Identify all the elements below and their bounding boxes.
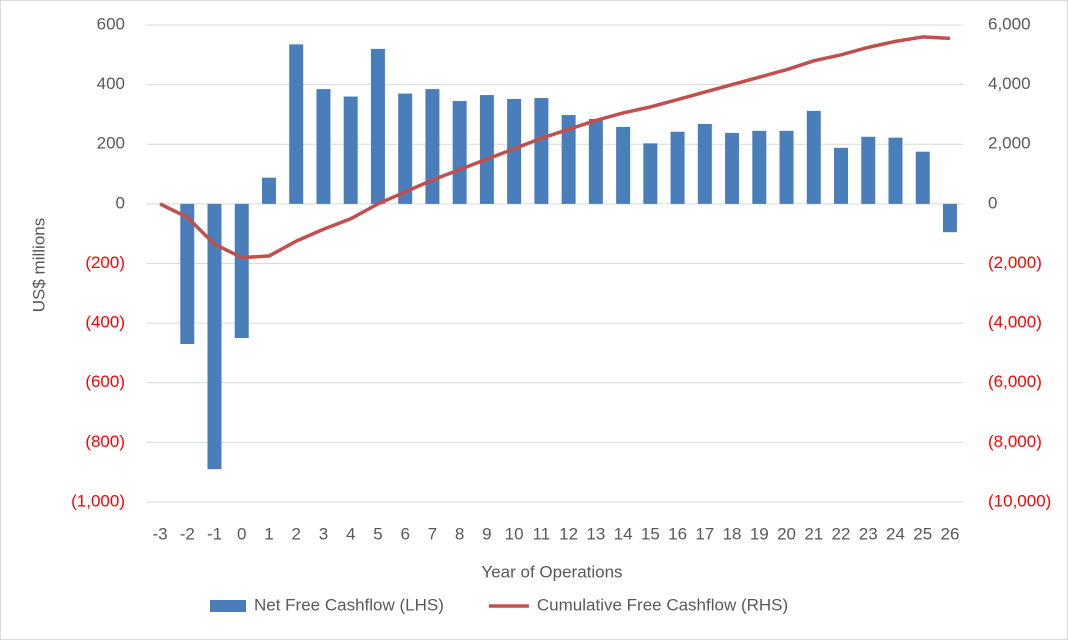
x-tick-label: 1 <box>264 524 273 543</box>
legend-swatch <box>210 600 246 612</box>
y2-tick-label: 2,000 <box>988 134 1031 153</box>
x-tick-label: 9 <box>482 524 491 543</box>
x-axis-title: Year of Operations <box>481 562 622 581</box>
bar <box>289 44 304 204</box>
bar <box>697 123 712 204</box>
bar <box>915 151 930 204</box>
bar <box>425 89 440 204</box>
y-axis-title: US$ millions <box>29 218 48 312</box>
bar <box>643 143 658 204</box>
x-tick-label: 25 <box>913 524 932 543</box>
bar <box>779 130 794 204</box>
x-tick-label: 6 <box>400 524 409 543</box>
bar <box>670 131 685 204</box>
x-tick-label: 18 <box>723 524 742 543</box>
bar <box>180 203 195 344</box>
x-tick-label: 19 <box>750 524 769 543</box>
y-tick-label: (1,000) <box>71 491 125 510</box>
bar <box>888 137 903 204</box>
x-tick-label: -3 <box>152 524 167 543</box>
bar <box>534 98 549 204</box>
bar <box>316 89 331 204</box>
x-tick-label: 2 <box>291 524 300 543</box>
bar <box>725 132 740 204</box>
bar <box>752 130 767 204</box>
legend-label: Cumulative Free Cashflow (RHS) <box>537 595 788 614</box>
x-tick-label: 5 <box>373 524 382 543</box>
bar <box>806 110 821 204</box>
y2-tick-label: (4,000) <box>988 313 1042 332</box>
x-tick-label: 26 <box>941 524 960 543</box>
x-tick-label: 24 <box>886 524 905 543</box>
bar <box>588 118 603 204</box>
x-tick-label: 3 <box>319 524 328 543</box>
x-tick-label: 8 <box>455 524 464 543</box>
bar <box>942 203 957 233</box>
bar <box>261 177 276 204</box>
bar <box>370 48 385 204</box>
bar <box>561 115 576 204</box>
x-tick-label: 14 <box>614 524 633 543</box>
line <box>159 35 951 260</box>
y2-tick-label: 0 <box>988 193 997 212</box>
x-tick-label: -1 <box>207 524 222 543</box>
y-tick-label: (400) <box>85 313 125 332</box>
x-tick-label: 21 <box>804 524 823 543</box>
y2-tick-label: (2,000) <box>988 253 1042 272</box>
x-tick-label: 23 <box>859 524 878 543</box>
x-tick-label: 12 <box>559 524 578 543</box>
bar <box>616 126 631 204</box>
x-tick-label: 15 <box>641 524 660 543</box>
y2-tick-label: (6,000) <box>988 372 1042 391</box>
y2-tick-label: 6,000 <box>988 14 1031 33</box>
bar <box>507 98 522 204</box>
x-tick-label: 11 <box>533 524 551 543</box>
y-tick-label: 200 <box>97 134 125 153</box>
bar <box>479 95 494 204</box>
x-tick-label: 20 <box>777 524 796 543</box>
y-tick-label: (200) <box>85 253 125 272</box>
bar <box>398 93 413 204</box>
bar <box>207 203 222 470</box>
x-tick-label: 10 <box>505 524 524 543</box>
x-tick-label: 4 <box>346 524 355 543</box>
bar <box>234 203 249 339</box>
bar <box>861 136 876 204</box>
y2-tick-label: (8,000) <box>988 432 1042 451</box>
bar <box>834 147 849 204</box>
x-tick-label: 13 <box>586 524 605 543</box>
y-tick-label: 600 <box>97 14 125 33</box>
y2-tick-label: 4,000 <box>988 74 1031 93</box>
legend-label: Net Free Cashflow (LHS) <box>254 595 444 614</box>
y2-tick-label: (10,000) <box>988 491 1051 510</box>
x-tick-label: 17 <box>695 524 714 543</box>
y-tick-label: 400 <box>97 74 125 93</box>
bar <box>343 96 358 204</box>
x-tick-label: 22 <box>832 524 851 543</box>
x-tick-label: 16 <box>668 524 687 543</box>
x-tick-label: 7 <box>428 524 437 543</box>
x-tick-label: 0 <box>237 524 246 543</box>
y-tick-label: (800) <box>85 432 125 451</box>
x-tick-label: -2 <box>180 524 195 543</box>
y-tick-label: (600) <box>85 372 125 391</box>
bar <box>452 101 467 204</box>
y-tick-label: 0 <box>116 193 125 212</box>
